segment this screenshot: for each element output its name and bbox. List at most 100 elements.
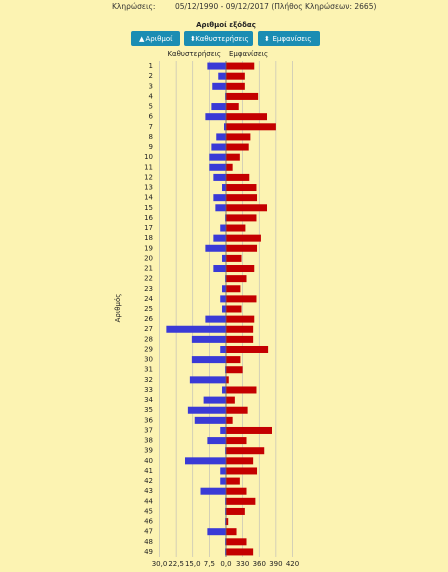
button[interactable]	[184, 31, 253, 46]
y-tick-label: 39	[144, 447, 153, 455]
bar	[222, 285, 226, 293]
bar	[226, 254, 242, 262]
bar	[226, 234, 261, 242]
y-tick-label: 13	[144, 184, 153, 192]
button-label[interactable]: Καθυστερήσεις	[195, 35, 249, 43]
bar	[226, 305, 242, 313]
button-label[interactable]: Αριθμοί	[146, 35, 174, 43]
bar	[222, 254, 226, 262]
bar	[226, 62, 255, 70]
bar	[226, 416, 233, 424]
bar	[200, 487, 226, 495]
bar	[220, 467, 226, 475]
y-tick-label: 19	[144, 244, 153, 252]
bar	[226, 72, 245, 80]
bar	[226, 335, 254, 343]
x-tick-label: 22,5	[168, 560, 184, 568]
y-tick-label: 21	[144, 265, 153, 273]
bar	[226, 92, 259, 100]
bar	[216, 133, 226, 141]
y-tick-label: 18	[144, 234, 153, 242]
button-label[interactable]: Εμφανίσεις	[272, 35, 311, 43]
y-tick-label: 16	[144, 214, 153, 222]
x2-tick-label: 330	[236, 560, 249, 568]
x2-tick-label: 420	[286, 560, 299, 568]
bar	[226, 457, 254, 465]
bar	[226, 406, 248, 414]
bar	[226, 376, 229, 384]
bar	[226, 538, 247, 546]
y-tick-label: 8	[149, 133, 153, 141]
bar	[226, 194, 258, 202]
y-tick-label: 28	[144, 335, 153, 343]
bar	[226, 214, 257, 222]
bar	[226, 356, 241, 364]
y-tick-label: 44	[144, 497, 153, 505]
bar	[224, 123, 226, 131]
bar	[220, 224, 226, 232]
bar	[211, 143, 226, 151]
y-tick-label: 17	[144, 224, 153, 232]
y-axis-label: Αριθμός	[114, 294, 122, 323]
sort-buttons: Αριθμοί ▲ Καθυστερήσεις ⬍ Εμφανίσεις ⬍	[131, 31, 320, 46]
bar	[226, 447, 265, 455]
y-tick-label: 37	[144, 426, 153, 434]
bar	[225, 497, 226, 505]
bar	[166, 325, 226, 333]
bar	[226, 163, 233, 171]
bar	[226, 396, 235, 404]
button[interactable]	[131, 31, 180, 46]
y-tick-label: 2	[149, 72, 153, 80]
bar	[213, 234, 226, 242]
bar	[226, 275, 247, 283]
button-icon: ▲	[139, 35, 145, 43]
button[interactable]	[258, 31, 320, 46]
bar	[220, 295, 226, 303]
y-tick-label: 35	[144, 406, 153, 414]
bar	[225, 214, 226, 222]
bar	[220, 477, 226, 485]
bar	[226, 224, 246, 232]
y-tick-label: 9	[149, 143, 153, 151]
y-tick-label: 47	[144, 528, 153, 536]
y-tick-label: 49	[144, 548, 153, 556]
y-tick-label: 36	[144, 416, 153, 424]
bar	[226, 315, 255, 323]
bar	[218, 72, 226, 80]
y-tick-label: 14	[144, 194, 153, 202]
y-tick-label: 30	[144, 356, 153, 364]
x-tick-label: 30,0	[152, 560, 168, 568]
bar	[226, 244, 258, 252]
bar	[226, 285, 241, 293]
bar	[205, 315, 226, 323]
y-tick-label: 46	[144, 518, 153, 526]
y-tick-label: 32	[144, 376, 153, 384]
bar	[209, 153, 226, 161]
series-header: Καθυστερήσεις	[167, 50, 221, 58]
y-tick-label: 25	[144, 305, 153, 313]
y-tick-label: 6	[149, 113, 154, 121]
header-value: 05/12/1990 - 09/12/2017 (Πλήθος Κληρώσεω…	[175, 2, 376, 11]
bar	[225, 548, 226, 556]
bar	[226, 103, 239, 111]
y-tick-label: 20	[144, 254, 153, 262]
y-tick-label: 29	[144, 345, 153, 353]
bar	[215, 204, 226, 212]
y-tick-label: 26	[144, 315, 153, 323]
x2-tick-label: 390	[269, 560, 282, 568]
y-tick-label: 24	[144, 295, 153, 303]
bar	[213, 173, 226, 181]
y-tick-label: 34	[144, 396, 153, 404]
bar	[213, 265, 226, 273]
x-tick-label: 0,0	[220, 560, 231, 568]
bar	[226, 204, 268, 212]
button-icon: ⬍	[264, 35, 270, 43]
y-tick-label: 3	[149, 82, 153, 90]
chart-title: Αριθμοί εξόδας	[196, 21, 256, 29]
bar	[222, 184, 226, 192]
y-tick-label: 1	[149, 62, 153, 70]
y-tick-label: 43	[144, 487, 153, 495]
series-header: Εμφανίσεις	[229, 50, 268, 58]
bar	[225, 518, 226, 526]
